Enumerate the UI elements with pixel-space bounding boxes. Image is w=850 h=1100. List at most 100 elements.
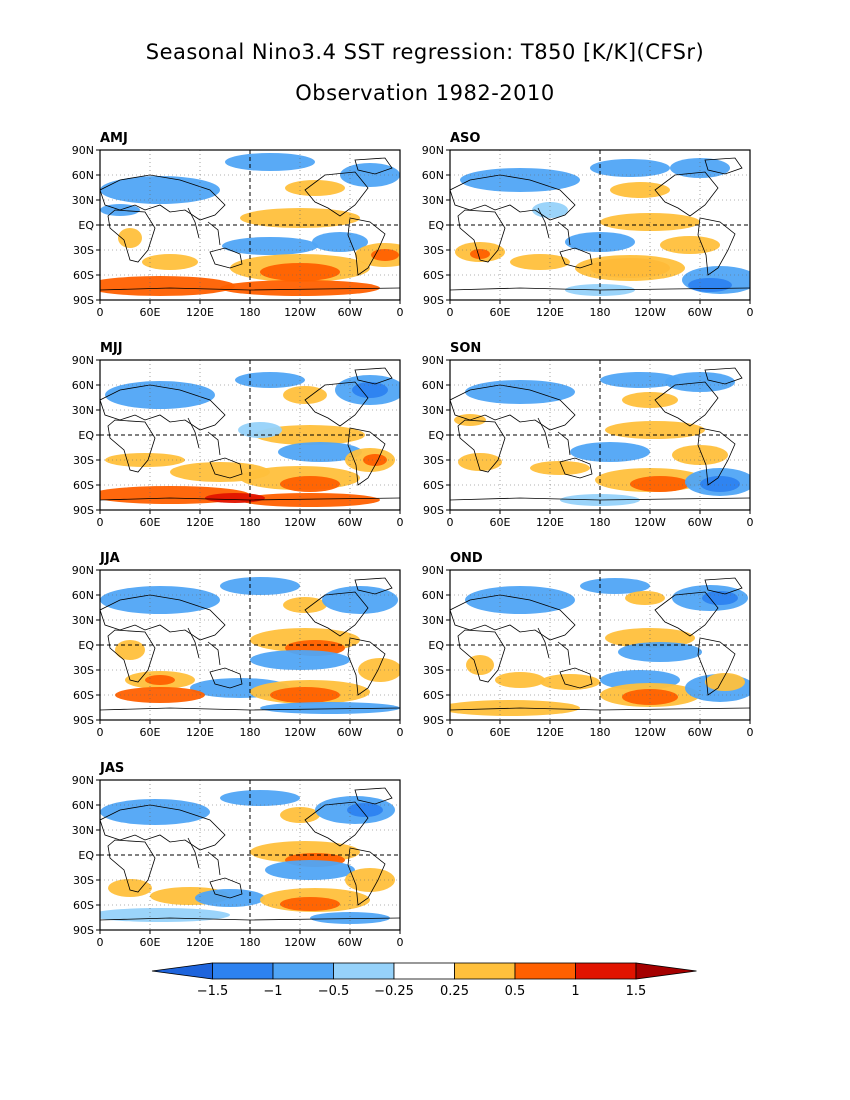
coastline: [537, 627, 550, 659]
lat-tick-label: 60N: [72, 379, 94, 392]
coastline: [304, 171, 369, 217]
coastlines: [100, 367, 400, 501]
colorbar-segment: [393, 962, 455, 980]
coastline: [457, 209, 506, 263]
anomaly-contour: [670, 158, 730, 178]
lon-tick-label: 120W: [634, 306, 666, 319]
anomaly-contour: [285, 180, 345, 196]
coastline: [347, 847, 386, 906]
lat-tick-label: EQ: [78, 429, 94, 442]
panel-season-label: ASO: [450, 131, 480, 146]
anomaly-contour: [495, 672, 545, 688]
anomaly-contour: [278, 442, 362, 462]
panel-season-label: AMJ: [100, 131, 128, 146]
colorbar-segment: [575, 962, 637, 980]
anomaly-contour: [220, 280, 380, 296]
lon-tick-label: 180: [590, 726, 611, 739]
lat-tick-label: 90S: [73, 714, 94, 727]
lat-tick-label: EQ: [78, 849, 94, 862]
coastlines: [450, 157, 750, 291]
lat-tick-label: 60N: [422, 169, 444, 182]
lon-tick-label: 180: [240, 936, 261, 949]
coastline: [457, 419, 506, 473]
panel-season-label: SON: [450, 341, 481, 356]
coastline: [697, 637, 736, 696]
lat-tick-label: 60S: [73, 689, 94, 702]
lon-tick-label: 60E: [140, 306, 161, 319]
anomaly-contour: [630, 476, 690, 492]
lat-tick-label: 60S: [423, 479, 444, 492]
anomaly-contour: [118, 228, 142, 248]
lon-tick-label: 0: [97, 306, 104, 319]
coastline: [704, 157, 743, 175]
lat-tick-label: 30S: [73, 244, 94, 257]
lat-tick-label: 30S: [73, 874, 94, 887]
anomaly-contour: [600, 372, 680, 388]
anomaly-contour: [665, 372, 735, 392]
coastline: [107, 839, 156, 893]
lat-tick-label: 30N: [72, 404, 94, 417]
anomaly-contour: [222, 237, 318, 255]
lon-tick-label: 0: [447, 726, 454, 739]
figure-subtitle: Observation 1982-2010: [295, 81, 555, 105]
lat-tick-label: 90N: [422, 354, 444, 367]
lon-tick-label: 0: [447, 516, 454, 529]
coastline: [304, 591, 369, 637]
lon-tick-label: 60E: [140, 516, 161, 529]
lon-tick-label: 120W: [284, 936, 316, 949]
coastline: [450, 174, 576, 221]
coastline: [559, 457, 593, 479]
anomaly-contour: [660, 236, 720, 254]
anomaly-contour: [240, 493, 380, 507]
colorbar-label: −0.5: [318, 984, 350, 999]
coastline: [107, 629, 156, 683]
anomaly-contour: [358, 658, 400, 682]
lat-tick-label: 60S: [423, 689, 444, 702]
lat-tick-label: 90S: [73, 924, 94, 937]
coastline: [107, 209, 156, 263]
lat-tick-label: 30S: [73, 454, 94, 467]
lat-tick-label: EQ: [428, 219, 444, 232]
lon-tick-label: 120E: [186, 936, 214, 949]
coastline: [450, 594, 576, 641]
coastline: [304, 801, 369, 847]
anomaly-contour: [347, 803, 383, 817]
lat-tick-label: 60N: [72, 799, 94, 812]
panel-season-label: OND: [450, 551, 483, 566]
lat-tick-label: 60S: [423, 269, 444, 282]
anomaly-contour: [145, 675, 175, 685]
colorbar-segment: [514, 962, 576, 980]
lon-tick-label: 120W: [634, 726, 666, 739]
lon-tick-label: 180: [590, 306, 611, 319]
colorbar-label: 1.5: [626, 984, 647, 999]
lon-tick-label: 60E: [490, 306, 511, 319]
lat-tick-label: 30S: [423, 664, 444, 677]
lon-tick-label: 180: [590, 516, 611, 529]
coastline: [559, 247, 593, 269]
anomaly-contour: [310, 912, 390, 924]
lon-tick-label: 60E: [490, 726, 511, 739]
colorbar-segment: [272, 962, 334, 980]
lat-tick-label: 30N: [422, 614, 444, 627]
anomaly-contour: [220, 790, 300, 806]
lon-tick-label: 120W: [284, 726, 316, 739]
lon-tick-label: 120W: [284, 306, 316, 319]
coastline: [697, 427, 736, 486]
anomaly-contour: [260, 702, 400, 714]
lon-tick-label: 60W: [338, 516, 363, 529]
coastline: [187, 837, 200, 869]
anomaly-contour: [235, 372, 305, 388]
colorbar-label: −1: [263, 984, 282, 999]
anomaly-contour: [100, 586, 220, 614]
anomaly-contour: [465, 380, 575, 404]
coastline: [654, 591, 719, 637]
lon-tick-label: 60E: [140, 726, 161, 739]
anomaly-contour: [115, 640, 145, 660]
lat-tick-label: 60N: [72, 589, 94, 602]
lat-tick-label: 30S: [423, 244, 444, 257]
coastline: [347, 427, 386, 486]
lat-tick-label: 30N: [72, 824, 94, 837]
